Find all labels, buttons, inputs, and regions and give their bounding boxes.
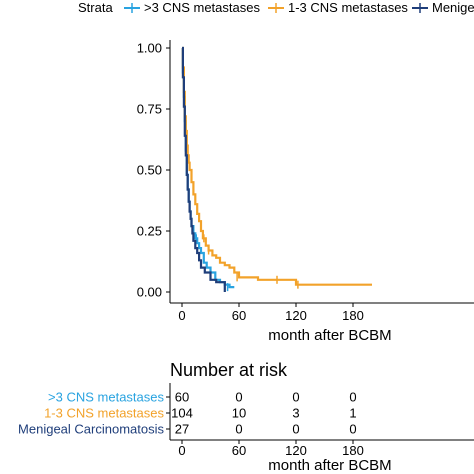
risk-row: Menigeal Carcinomatosis 27 0 0 0 — [18, 422, 357, 437]
risk-table-rows: >3 CNS metastases 60 0 0 01-3 CNS metastases… — [18, 390, 357, 437]
risk-x-tick-label: 120 — [285, 443, 307, 458]
risk-row-label: >3 CNS metastases — [48, 390, 164, 405]
x-tick-label: 180 — [342, 308, 364, 323]
risk-count: 0 — [235, 390, 242, 405]
legend-label: Menige — [432, 0, 474, 15]
risk-count: 0 — [292, 390, 299, 405]
x-axis-label: month after BCBM — [268, 327, 391, 344]
x-tick-label: 0 — [178, 308, 185, 323]
risk-count: 60 — [175, 390, 189, 405]
x-ticks: 0 60 120 180 — [178, 303, 364, 323]
risk-row: >3 CNS metastases 60 0 0 0 — [48, 390, 357, 405]
legend-label: 1-3 CNS metastases — [288, 0, 408, 15]
risk-row-label: 1-3 CNS metastases — [44, 406, 164, 421]
x-tick-label: 60 — [232, 308, 246, 323]
risk-table-x-ticks: 0 60 120 180 — [178, 440, 364, 458]
risk-x-tick-label: 180 — [342, 443, 364, 458]
risk-count: 1 — [349, 406, 356, 421]
y-tick-label: 0.00 — [137, 285, 162, 300]
risk-count: 3 — [292, 406, 299, 421]
series-group — [181, 46, 372, 292]
risk-count: 0 — [235, 422, 242, 437]
legend-label: >3 CNS metastases — [144, 0, 260, 15]
legend-entry-2: 1-3 CNS metastases — [268, 0, 408, 15]
risk-row-label: Menigeal Carcinomatosis — [18, 422, 164, 437]
legend-entry-1: >3 CNS metastases — [124, 0, 260, 15]
risk-table-title: Number at risk — [170, 360, 288, 380]
risk-x-tick-label: 60 — [232, 443, 246, 458]
x-tick-label: 120 — [285, 308, 307, 323]
risk-row: 1-3 CNS metastases 104 10 3 1 — [44, 406, 357, 421]
risk-count: 0 — [349, 390, 356, 405]
y-tick-label: 0.75 — [137, 102, 162, 117]
risk-count: 27 — [175, 422, 189, 437]
risk-count: 10 — [232, 406, 246, 421]
survival-plot: 0.00 0.25 0.50 0.75 1.00 0 60 120 180 month aft… — [137, 40, 474, 344]
risk-count: 0 — [292, 422, 299, 437]
y-tick-label: 1.00 — [137, 41, 162, 56]
legend-entry-3: Menige — [412, 0, 474, 15]
risk-count: 104 — [171, 406, 193, 421]
risk-table-x-axis-label: month after BCBM — [268, 457, 391, 474]
legend: Strata >3 CNS metastases 1-3 CNS metasta… — [78, 0, 474, 15]
risk-count: 0 — [349, 422, 356, 437]
risk-table: Number at risk >3 CNS metastases 60 0 0 01-3… — [18, 360, 474, 474]
y-ticks: 0.00 0.25 0.50 0.75 1.00 — [137, 41, 170, 300]
y-tick-label: 0.50 — [137, 163, 162, 178]
survival-curve — [181, 46, 226, 292]
legend-title: Strata — [78, 0, 113, 15]
y-tick-label: 0.25 — [137, 224, 162, 239]
series-3 — [181, 46, 226, 292]
risk-x-tick-label: 0 — [178, 443, 185, 458]
